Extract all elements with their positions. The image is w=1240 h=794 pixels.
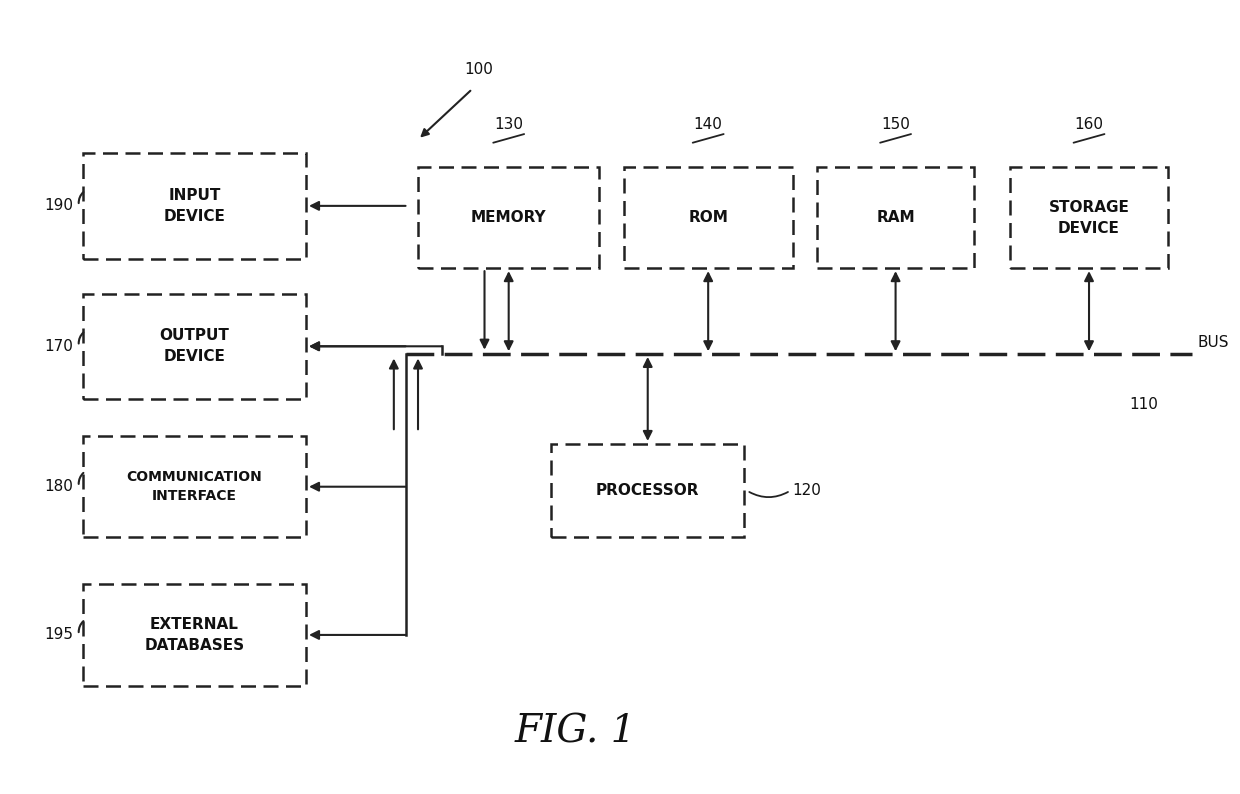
Text: 170: 170 [45, 339, 73, 354]
Text: 150: 150 [882, 117, 910, 132]
Text: ROM: ROM [688, 210, 728, 225]
Text: 140: 140 [693, 117, 723, 132]
Text: 100: 100 [464, 62, 494, 77]
Text: MEMORY: MEMORY [471, 210, 547, 225]
Bar [418, 167, 599, 268]
Text: FIG. 1: FIG. 1 [515, 714, 636, 751]
Text: 195: 195 [45, 627, 73, 642]
Text: RAM: RAM [877, 210, 915, 225]
Text: 130: 130 [495, 117, 523, 132]
Bar [83, 584, 306, 686]
Text: INPUT
DEVICE: INPUT DEVICE [164, 188, 226, 224]
Bar [1011, 167, 1168, 268]
Text: 160: 160 [1075, 117, 1104, 132]
Bar [817, 167, 975, 268]
Text: PROCESSOR: PROCESSOR [596, 483, 699, 498]
Bar [624, 167, 792, 268]
Bar [83, 153, 306, 259]
Text: 110: 110 [1128, 397, 1158, 412]
Text: 190: 190 [45, 198, 73, 214]
Text: EXTERNAL
DATABASES: EXTERNAL DATABASES [144, 617, 244, 653]
Text: 120: 120 [792, 483, 822, 498]
Text: COMMUNICATION
INTERFACE: COMMUNICATION INTERFACE [126, 470, 262, 503]
Text: STORAGE
DEVICE: STORAGE DEVICE [1049, 199, 1130, 236]
Text: BUS: BUS [1198, 335, 1229, 350]
Bar [83, 436, 306, 538]
Bar [551, 444, 744, 538]
Text: OUTPUT
DEVICE: OUTPUT DEVICE [160, 328, 229, 364]
Bar [83, 294, 306, 399]
Text: 180: 180 [45, 480, 73, 494]
